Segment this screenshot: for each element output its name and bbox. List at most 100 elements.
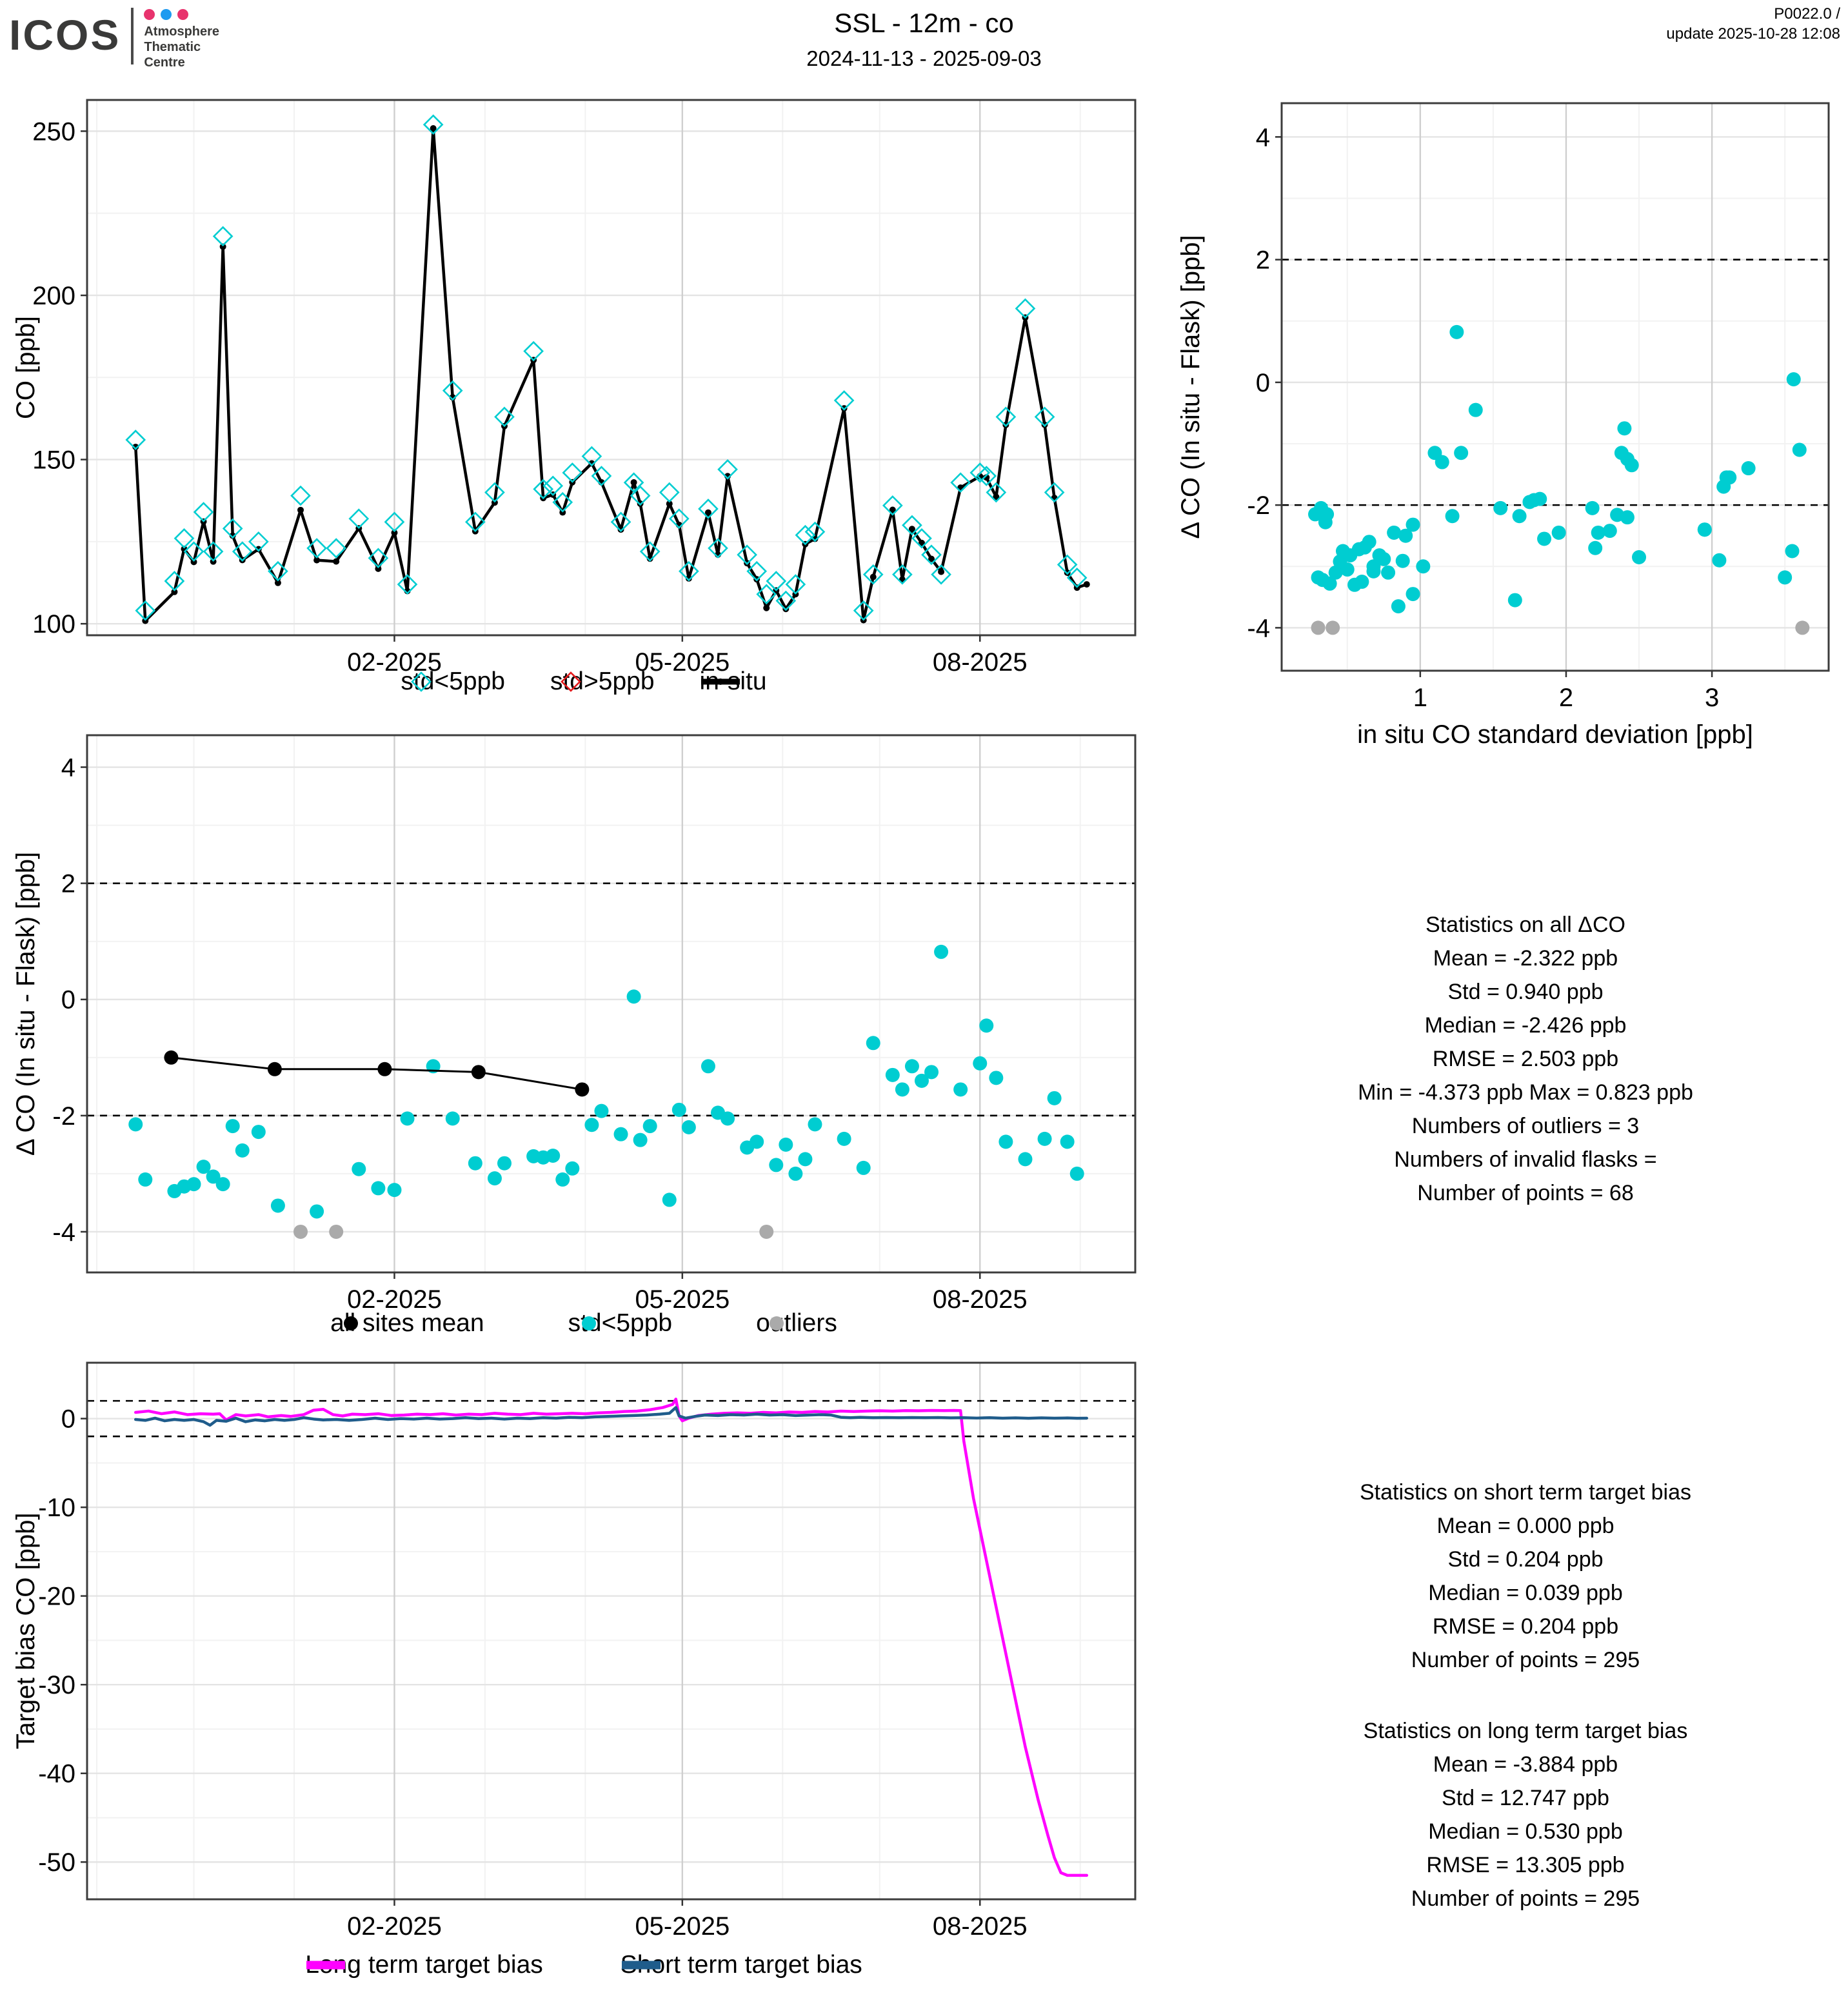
text-line: Statistics on long term target bias (1363, 1719, 1688, 1743)
svg-text:-4: -4 (52, 1218, 75, 1247)
svg-text:-40: -40 (38, 1760, 75, 1788)
text-line: Number of points = 295 (1411, 1886, 1640, 1911)
legend-item: std<5ppb (401, 667, 505, 696)
legend-item: outliers (756, 1309, 837, 1338)
svg-text:-2: -2 (1247, 491, 1270, 520)
svg-text:1: 1 (1413, 684, 1427, 712)
svg-text:Target bias CO [ppb]: Target bias CO [ppb] (12, 1513, 40, 1750)
svg-text:0: 0 (61, 1405, 75, 1434)
text-line: RMSE = 13.305 ppb (1426, 1853, 1625, 1877)
product-ref: P0022.0 / (1774, 5, 1840, 23)
legend-label: Short term target bias (620, 1951, 862, 1979)
gray-dot-icon (770, 1316, 784, 1330)
logo-dots-icon (144, 9, 219, 20)
legend-item: in-situ (700, 667, 767, 696)
svg-text:2: 2 (1559, 684, 1573, 712)
legend-label: std<5ppb (401, 667, 505, 695)
svg-text:-10: -10 (38, 1494, 75, 1522)
svg-text:150: 150 (32, 446, 75, 475)
svg-text:02-2025: 02-2025 (347, 648, 442, 677)
text-line: Statistics on short term target bias (1360, 1480, 1691, 1505)
stats-all-delta-co: Statistics on all ΔCO Mean = -2.322 ppb St… (1206, 908, 1845, 1210)
stats-short-term-bias: Statistics on short term target bias Mean… (1206, 1476, 1845, 1677)
text-line: Median = 0.530 ppb (1428, 1819, 1623, 1844)
svg-text:-50: -50 (38, 1848, 75, 1877)
delta-vs-std-scatter-chart: -4 -2 0 2 4 1 2 3 Δ CO (In situ - Flask) [ppb] in… (1177, 102, 1830, 749)
text-line: Median = -2.426 ppb (1424, 1013, 1627, 1038)
svg-text:250: 250 (32, 117, 75, 146)
svg-text:05-2025: 05-2025 (635, 1285, 730, 1314)
text-line: RMSE = 2.503 ppb (1432, 1047, 1619, 1071)
legend-co-timeseries: std<5ppb std>5ppb in-situ (10, 667, 1158, 696)
svg-text:2: 2 (61, 870, 75, 898)
cyan-diamond-icon (411, 671, 432, 692)
legend-target-bias: Long term target bias Short term target b… (10, 1951, 1158, 1979)
text-line: Std = 0.204 ppb (1447, 1547, 1604, 1572)
svg-text:-4: -4 (1247, 614, 1270, 642)
svg-text:2: 2 (1256, 246, 1270, 275)
blue-bar-icon (621, 1961, 661, 1970)
svg-text:4: 4 (1256, 123, 1270, 152)
logo-dot-icon (161, 9, 172, 20)
text-line: Numbers of invalid flasks = (1394, 1147, 1657, 1172)
legend-item: Short term target bias (621, 1951, 862, 1979)
svg-text:-30: -30 (38, 1671, 75, 1699)
text-line: Centre (144, 55, 185, 70)
stats-long-term-bias: Statistics on long term target bias Mean … (1206, 1714, 1845, 1915)
svg-text:CO [ppb]: CO [ppb] (12, 316, 40, 419)
update-timestamp: update 2025-10-28 12:08 (1666, 25, 1840, 43)
legend-label: outliers (756, 1309, 837, 1337)
text-line: Numbers of outliers = 3 (1411, 1114, 1640, 1138)
text-line: Std = 12.747 ppb (1442, 1786, 1609, 1810)
logo-dot-icon (177, 9, 189, 20)
svg-text:100: 100 (32, 610, 75, 638)
svg-text:02-2025: 02-2025 (347, 1912, 442, 1941)
icos-logo: ICOS Atmosphere Thematic Centre (9, 4, 219, 70)
text-line: RMSE = 0.204 ppb (1432, 1614, 1619, 1639)
svg-text:0: 0 (61, 986, 75, 1014)
svg-text:02-2025: 02-2025 (347, 1285, 442, 1314)
logo-divider (131, 8, 134, 64)
legend-delta-timeseries: all sites mean std<5ppb outliers (10, 1309, 1158, 1338)
text-line: Min = -4.373 ppb Max = 0.823 ppb (1358, 1080, 1693, 1105)
page-title: SSL - 12m - co (834, 8, 1014, 38)
svg-text:0: 0 (1256, 369, 1270, 397)
svg-text:Δ CO (In situ - Flask) [ppb]: Δ CO (In situ - Flask) [ppb] (1177, 235, 1205, 539)
text-line: Number of points = 295 (1411, 1648, 1640, 1672)
text-line: Std = 0.940 ppb (1447, 980, 1604, 1004)
svg-text:05-2025: 05-2025 (635, 648, 730, 677)
text-line: Mean = -2.322 ppb (1433, 946, 1618, 971)
report-meta: P0022.0 / update 2025-10-28 12:08 (1666, 4, 1840, 44)
text-line: Thematic (144, 40, 201, 54)
svg-text:08-2025: 08-2025 (933, 1285, 1028, 1314)
legend-label: std>5ppb (550, 667, 655, 695)
legend-item: Long term target bias (305, 1951, 543, 1979)
svg-text:08-2025: 08-2025 (933, 648, 1028, 677)
text-line: Median = 0.039 ppb (1428, 1581, 1623, 1605)
svg-text:200: 200 (32, 282, 75, 310)
delta-timeseries-chart: -4 -2 0 2 4 02-2025 05-2025 08-2025 Δ CO (In sit… (12, 734, 1137, 1314)
target-bias-chart: 0 -10 -20 -30 -40 -50 02-2025 05-2025 08-2025 Tar… (12, 1361, 1137, 1941)
svg-text:-2: -2 (52, 1102, 75, 1131)
svg-text:4: 4 (61, 754, 75, 782)
svg-text:3: 3 (1705, 684, 1719, 712)
legend-item: std>5ppb (550, 667, 655, 696)
cyan-dot-icon (581, 1316, 596, 1330)
black-dot-icon (344, 1316, 359, 1330)
icos-logo-text: ICOS (9, 11, 121, 59)
co-timeseries-chart: 100 150 200 250 02-2025 05-2025 08-2025 CO [ppb… (12, 99, 1137, 677)
text-line: Number of points = 68 (1417, 1181, 1634, 1205)
black-line-icon (700, 678, 740, 685)
logo-name: Atmosphere Thematic Centre (144, 24, 219, 70)
svg-text:in situ CO standard deviation: in situ CO standard deviation [ppb] (1357, 720, 1753, 749)
text-line: Mean = -3.884 ppb (1433, 1752, 1618, 1777)
text-line: Mean = 0.000 ppb (1436, 1514, 1615, 1538)
red-diamond-icon (561, 671, 581, 692)
logo-dot-icon (144, 9, 155, 20)
legend-item: std<5ppb (568, 1309, 673, 1338)
magenta-bar-icon (306, 1961, 346, 1970)
text-line: Atmosphere (144, 25, 220, 39)
svg-text:05-2025: 05-2025 (635, 1912, 730, 1941)
svg-text:08-2025: 08-2025 (933, 1912, 1028, 1941)
